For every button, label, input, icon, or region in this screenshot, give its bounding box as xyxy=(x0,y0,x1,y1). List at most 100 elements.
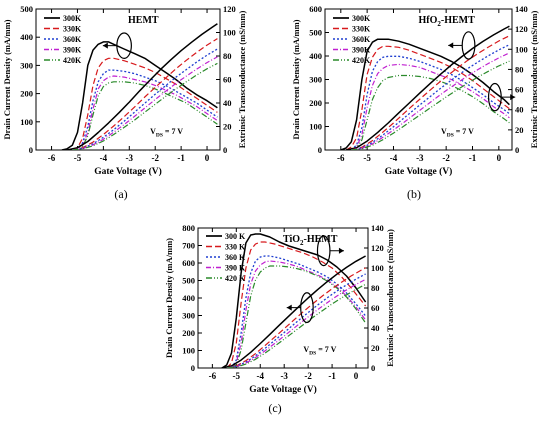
y-left-tick-label: 200 xyxy=(309,98,322,108)
y-left-axis-title: Drain Current Density (mA/mm) xyxy=(164,238,174,358)
y-right-tick-label: 60 xyxy=(223,75,232,85)
y-left-tick-label: 500 xyxy=(309,28,322,38)
y-left-tick-label: 600 xyxy=(182,258,195,268)
legend-label: 330K xyxy=(352,25,371,34)
panel-title: HEMT xyxy=(128,15,159,26)
y-right-tick-label: 60 xyxy=(371,303,380,313)
y-left-tick-label: 800 xyxy=(182,223,195,233)
series-group xyxy=(221,233,367,368)
legend-label: 420K xyxy=(352,56,371,65)
transconductance-series-line xyxy=(221,233,367,368)
y-right-tick-label: 120 xyxy=(515,24,528,34)
y-left-tick-label: 300 xyxy=(309,75,322,85)
series-group xyxy=(61,23,218,150)
y-left-tick-label: 500 xyxy=(182,276,195,286)
y-left-tick-label: 200 xyxy=(182,328,195,338)
x-tick-label: -4 xyxy=(390,153,398,163)
y-left-tick-label: 300 xyxy=(182,311,195,321)
y-left-tick-label: 100 xyxy=(309,122,322,132)
y-right-tick-label: 60 xyxy=(515,85,524,95)
vds-sub: DS xyxy=(156,133,163,139)
legend-label: 330 K xyxy=(225,243,246,252)
panel-title-main: TiO xyxy=(283,234,300,245)
y-right-tick-label: 0 xyxy=(371,363,375,373)
y-right-tick-label: 20 xyxy=(515,125,524,135)
transconductance-series-line xyxy=(72,57,218,150)
plot-frame xyxy=(197,227,369,369)
drain-current-series-line xyxy=(351,60,510,150)
y-right-tick-label: 40 xyxy=(515,105,524,115)
x-tick-label: -5 xyxy=(74,153,82,163)
y-right-axis-title: Extrinsic Transconductance (mS/mm) xyxy=(529,11,539,149)
y-left-tick-label: 400 xyxy=(20,32,33,42)
x-tick-label: -5 xyxy=(233,371,241,381)
curve-group-ellipse-2 xyxy=(487,82,502,112)
panel-title-sub: 2 xyxy=(300,239,304,247)
vds-sub: DS xyxy=(447,133,454,139)
vds-main: V xyxy=(303,345,309,354)
legend-label: 300K xyxy=(352,14,371,23)
x-tick-label: -1 xyxy=(469,153,477,163)
y-right-tick-label: 0 xyxy=(223,145,227,155)
x-tick-label: -2 xyxy=(304,371,312,381)
panel-title: TiO2-HEMT xyxy=(283,234,338,247)
x-tick-label: -6 xyxy=(337,153,345,163)
legend-label: 390 K xyxy=(225,264,246,273)
drain-current-series-line xyxy=(226,267,366,368)
x-tick-label: 0 xyxy=(354,371,359,381)
y-left-axis-title: Drain Current Density (mA/mm) xyxy=(2,19,12,139)
curve-group-ellipse-arrow-head xyxy=(286,304,292,311)
vds-rest: = 7 V xyxy=(163,127,183,136)
vds-annotation: VDS = 7 V xyxy=(150,127,183,139)
transconductance-series-line xyxy=(226,241,367,368)
transconductance-series-line xyxy=(350,55,510,150)
panel-caption: (a) xyxy=(114,187,127,201)
legend-label: 360 K xyxy=(225,253,246,262)
x-tick-label: -2 xyxy=(442,153,450,163)
drain-current-series-line xyxy=(72,48,218,150)
panel-title-main: HfO xyxy=(419,15,438,26)
y-right-tick-label: 120 xyxy=(371,243,384,253)
y-left-tick-label: 100 xyxy=(182,346,195,356)
x-tick-label: -3 xyxy=(126,153,134,163)
legend-label: 300K xyxy=(63,14,82,23)
drain-current-series-line xyxy=(226,273,366,368)
vds-rest: = 7 V xyxy=(316,345,336,354)
curve-group-ellipse-arrow-head xyxy=(448,42,454,49)
curve-group-ellipse-2-arrow-head xyxy=(510,94,516,101)
y-left-tick-label: 0 xyxy=(318,145,322,155)
y-right-tick-label: 100 xyxy=(223,28,236,38)
x-tick-label: 0 xyxy=(205,153,210,163)
x-tick-label: -2 xyxy=(151,153,159,163)
y-left-tick-label: 400 xyxy=(182,293,195,303)
x-tick-label: 0 xyxy=(497,153,502,163)
drain-current-series-line xyxy=(351,35,510,150)
y-left-tick-label: 700 xyxy=(182,241,195,251)
y-left-tick-label: 0 xyxy=(191,363,195,373)
chart-panel-2: -6 -5 -4 -3 -2 -1 0 0 100 200 300 400 500 600 0 20 40 60 8… xyxy=(291,4,539,201)
y-right-axis-title: Extrinsic Transconductance (mS/mm) xyxy=(385,229,395,367)
drain-current-series-line xyxy=(226,278,366,368)
y-right-tick-label: 140 xyxy=(515,4,528,14)
drain-current-series-line xyxy=(72,38,218,150)
curve-group-ellipse xyxy=(461,31,476,60)
y-left-tick-label: 500 xyxy=(20,4,33,14)
transconductance-series-line xyxy=(230,255,367,368)
legend-label: 330K xyxy=(63,25,82,34)
legend-label: 360K xyxy=(63,35,82,44)
curve-group-ellipse-arrow-head xyxy=(102,42,108,49)
x-axis-title: Gate Voltage (V) xyxy=(94,166,162,177)
transconductance-series-line xyxy=(345,45,510,150)
y-left-tick-label: 400 xyxy=(309,51,322,61)
y-right-tick-label: 40 xyxy=(223,98,232,108)
transconductance-series-line xyxy=(72,75,218,150)
panel-title-rest: -HEMT xyxy=(304,234,338,245)
y-right-tick-label: 80 xyxy=(515,64,524,74)
x-tick-label: -4 xyxy=(100,153,108,163)
y-left-tick-label: 300 xyxy=(20,60,33,70)
x-tick-label: -3 xyxy=(280,371,288,381)
y-left-tick-label: 200 xyxy=(20,89,33,99)
drain-current-series-line xyxy=(72,62,218,150)
